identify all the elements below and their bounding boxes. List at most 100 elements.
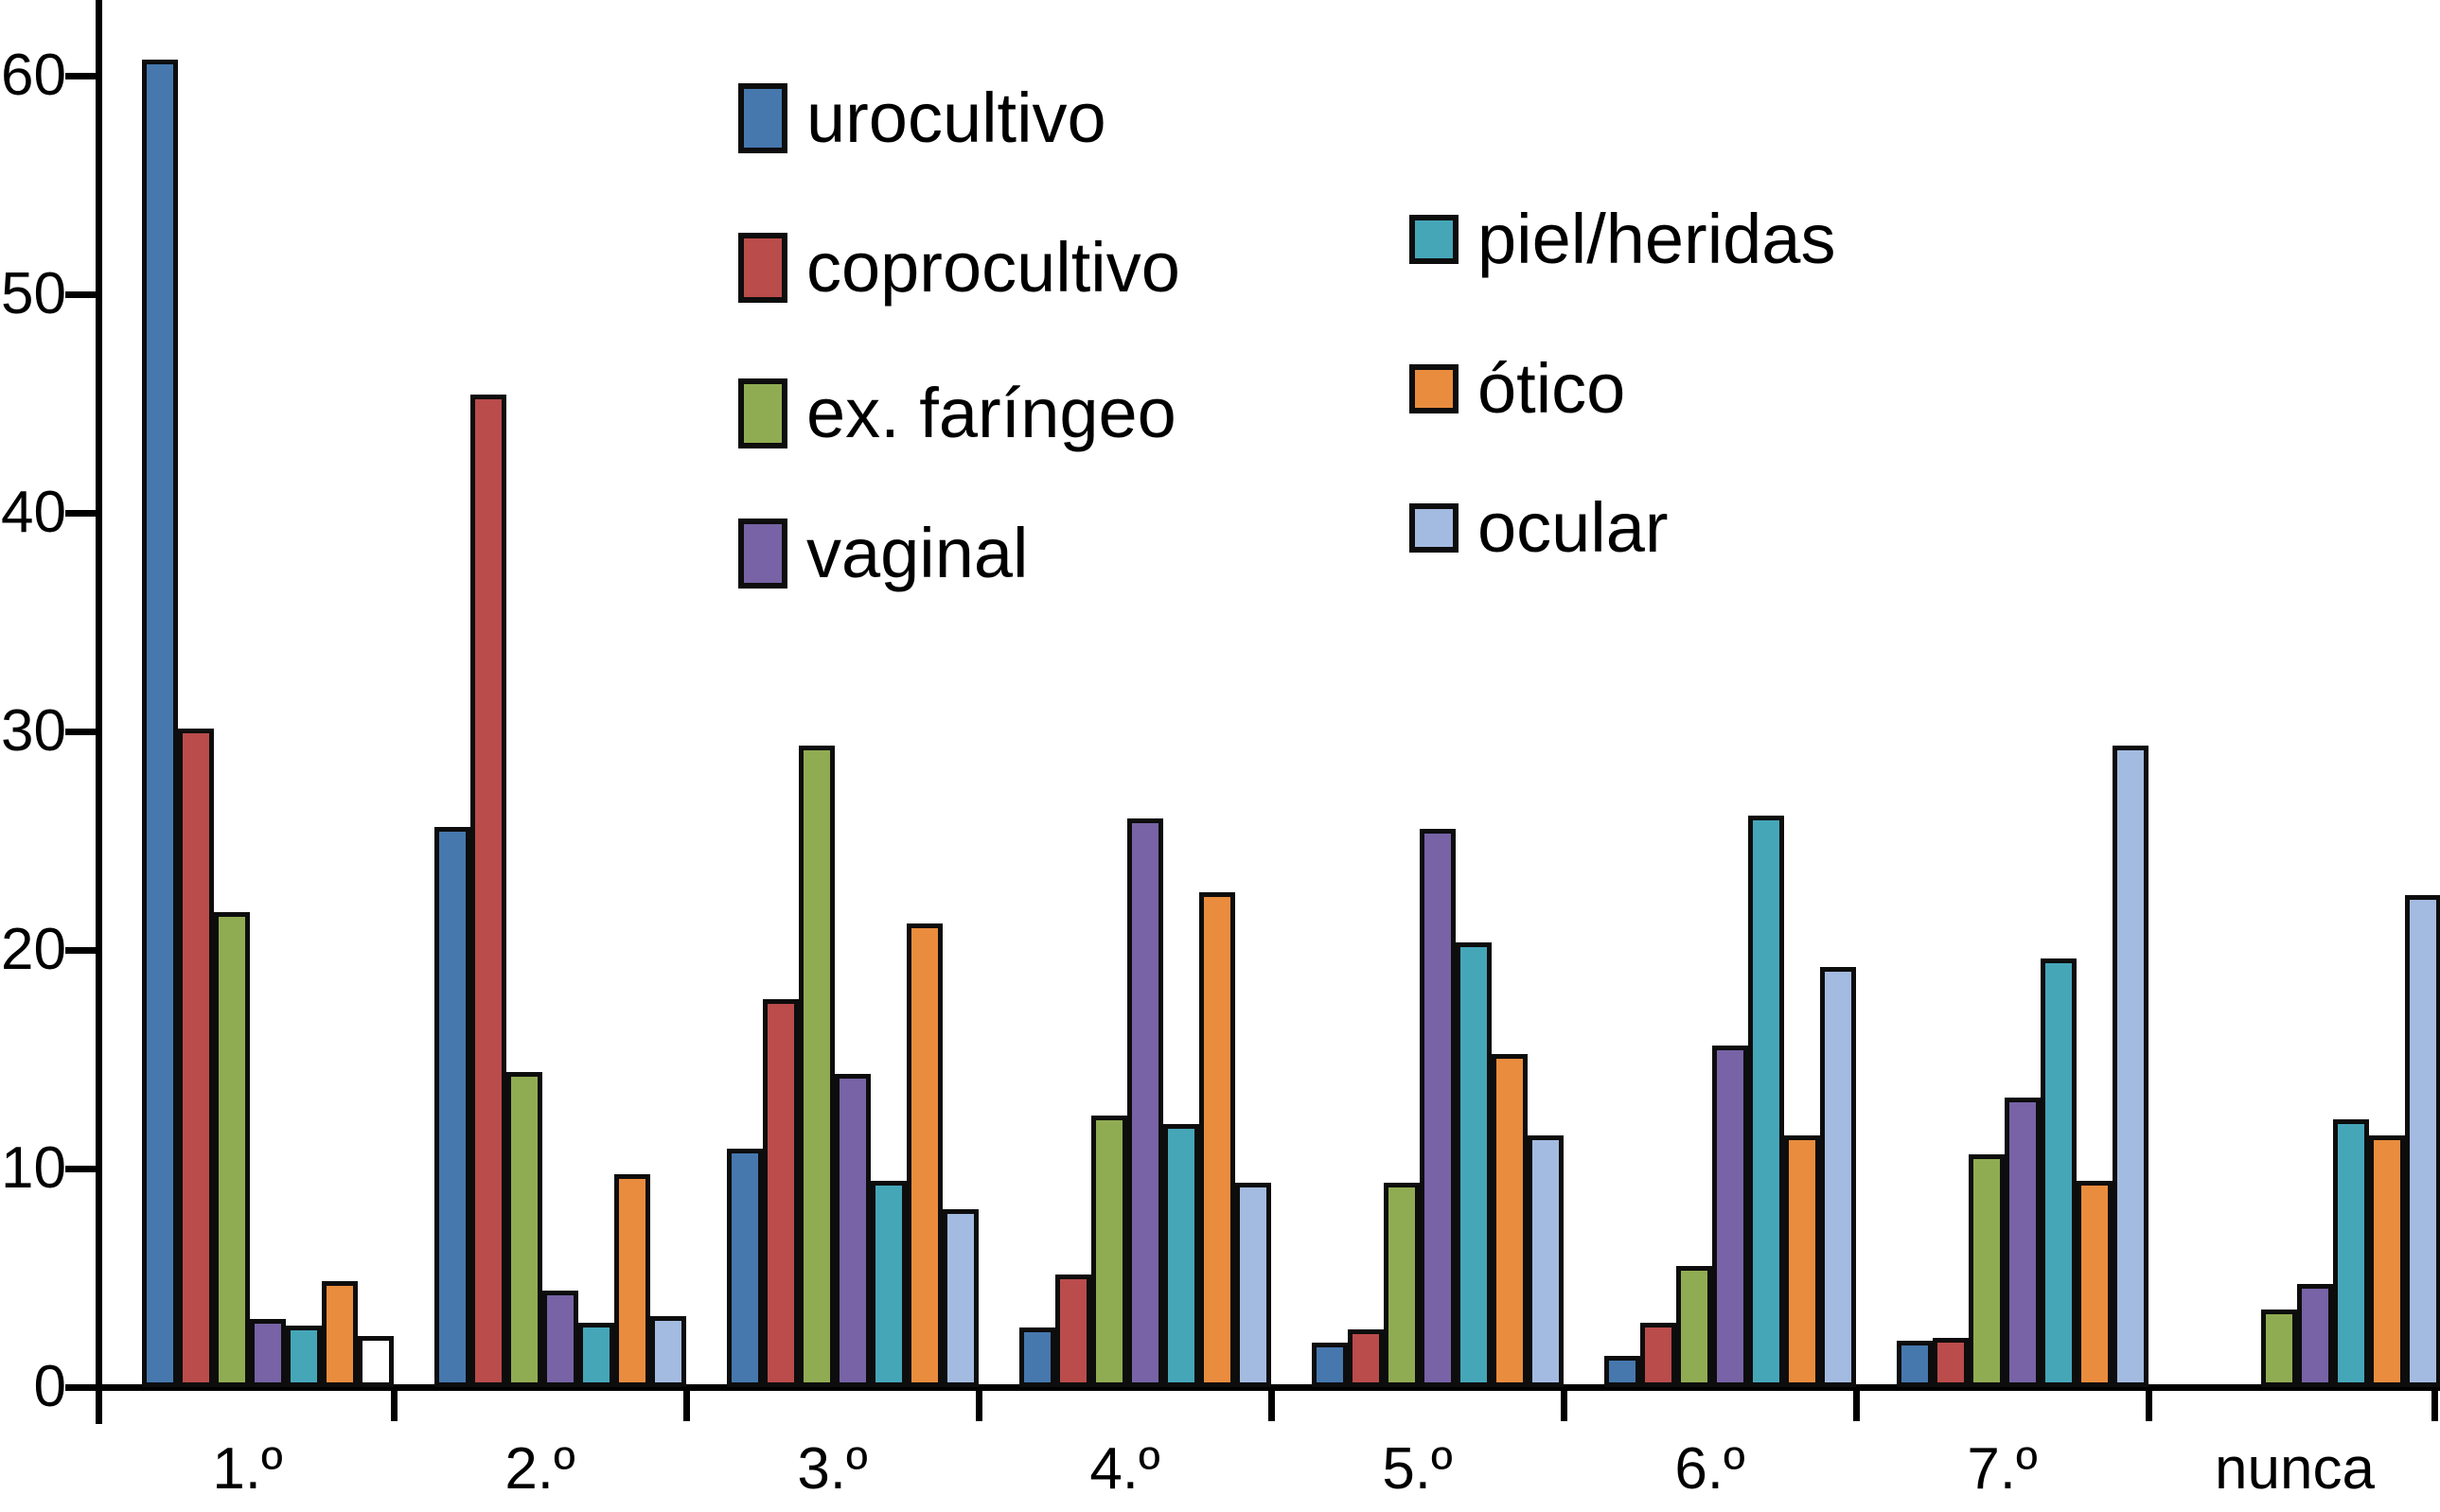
y-tick-label: 30 <box>1 698 66 764</box>
bar <box>1312 1343 1348 1387</box>
bar <box>506 1072 542 1387</box>
bar <box>178 729 214 1387</box>
legend-swatch <box>738 519 787 589</box>
bar <box>1348 1329 1384 1387</box>
bar <box>1897 1341 1933 1387</box>
bar <box>2405 895 2440 1387</box>
bar <box>2041 958 2077 1387</box>
bar <box>1784 1135 1820 1387</box>
bar <box>322 1281 358 1387</box>
bar <box>2005 1098 2041 1387</box>
x-category-label: 7.º <box>1967 1436 2038 1502</box>
bar <box>1604 1356 1640 1387</box>
bar <box>142 60 178 1387</box>
y-axis-line <box>96 0 102 1424</box>
x-tick <box>391 1384 398 1421</box>
y-tick <box>65 1384 96 1391</box>
y-tick-label: 0 <box>33 1354 66 1419</box>
bar <box>434 827 470 1387</box>
bar <box>614 1174 650 1387</box>
bar <box>1127 818 1163 1387</box>
legend-label: ocular <box>1477 488 1669 567</box>
bar <box>578 1323 614 1387</box>
bar <box>1492 1054 1528 1387</box>
x-tick <box>1853 1384 1860 1421</box>
y-tick <box>65 1166 96 1172</box>
bar <box>1420 829 1456 1387</box>
bar <box>2113 746 2148 1387</box>
legend-label: ótico <box>1477 349 1626 428</box>
bar <box>1235 1183 1271 1387</box>
x-tick <box>2431 1384 2438 1421</box>
y-tick <box>65 73 96 79</box>
y-tick-label: 10 <box>1 1135 66 1201</box>
bar <box>1528 1135 1564 1387</box>
bar <box>1676 1266 1712 1387</box>
bar <box>2261 1310 2297 1387</box>
legend-label: urocultivo <box>806 79 1106 157</box>
legend-label: ex. faríngeo <box>806 374 1176 452</box>
x-tick <box>1561 1384 1567 1421</box>
x-category-label: nunca <box>2215 1436 2375 1502</box>
x-tick <box>976 1384 982 1421</box>
legend-label: vaginal <box>806 514 1029 592</box>
bar <box>1712 1046 1748 1387</box>
legend-swatch <box>1409 503 1459 553</box>
bar <box>1091 1116 1127 1387</box>
legend-label: piel/heridas <box>1477 200 1836 278</box>
bar <box>1384 1183 1420 1387</box>
bar <box>727 1149 763 1387</box>
bar <box>1748 816 1784 1387</box>
bar <box>2369 1135 2405 1387</box>
bar <box>2297 1284 2333 1387</box>
x-tick <box>1268 1384 1275 1421</box>
legend-swatch <box>1409 215 1459 264</box>
x-category-label: 1.º <box>212 1436 283 1502</box>
bar <box>250 1319 286 1387</box>
bar <box>871 1181 907 1387</box>
x-axis-line <box>96 1384 2440 1391</box>
bar <box>799 746 835 1387</box>
y-tick-label: 40 <box>1 480 66 545</box>
x-category-label: 2.º <box>504 1436 575 1502</box>
y-tick <box>65 510 96 517</box>
x-category-label: 6.º <box>1674 1436 1745 1502</box>
legend-swatch <box>738 378 787 448</box>
bar <box>1019 1327 1055 1387</box>
legend-swatch <box>738 83 787 153</box>
bar <box>1055 1275 1091 1387</box>
bar <box>1933 1338 1969 1387</box>
x-tick <box>2146 1384 2152 1421</box>
bar <box>943 1209 979 1387</box>
bar <box>1199 892 1235 1387</box>
bar <box>907 923 943 1387</box>
bar <box>1969 1154 2005 1387</box>
bar <box>763 999 799 1387</box>
legend-swatch <box>738 233 787 303</box>
x-tick <box>683 1384 690 1421</box>
legend-swatch <box>1409 364 1459 413</box>
legend-label: coprocultivo <box>806 228 1180 307</box>
bar <box>470 395 506 1387</box>
y-tick-label: 50 <box>1 261 66 326</box>
y-tick-label: 20 <box>1 917 66 982</box>
bar <box>286 1326 322 1387</box>
bar <box>1640 1323 1676 1387</box>
y-tick <box>65 729 96 735</box>
bar <box>2333 1119 2369 1387</box>
bar <box>650 1316 686 1387</box>
x-category-label: 4.º <box>1089 1436 1160 1502</box>
bar <box>1456 942 1492 1387</box>
bar <box>542 1291 578 1387</box>
x-category-label: 3.º <box>797 1436 868 1502</box>
bar <box>358 1336 394 1387</box>
y-tick <box>65 291 96 298</box>
x-category-label: 5.º <box>1382 1436 1453 1502</box>
bar <box>1163 1124 1199 1387</box>
bar <box>214 912 250 1387</box>
y-tick-label: 60 <box>1 43 66 108</box>
bar <box>835 1074 871 1387</box>
y-tick <box>65 947 96 954</box>
bar <box>1820 967 1856 1387</box>
